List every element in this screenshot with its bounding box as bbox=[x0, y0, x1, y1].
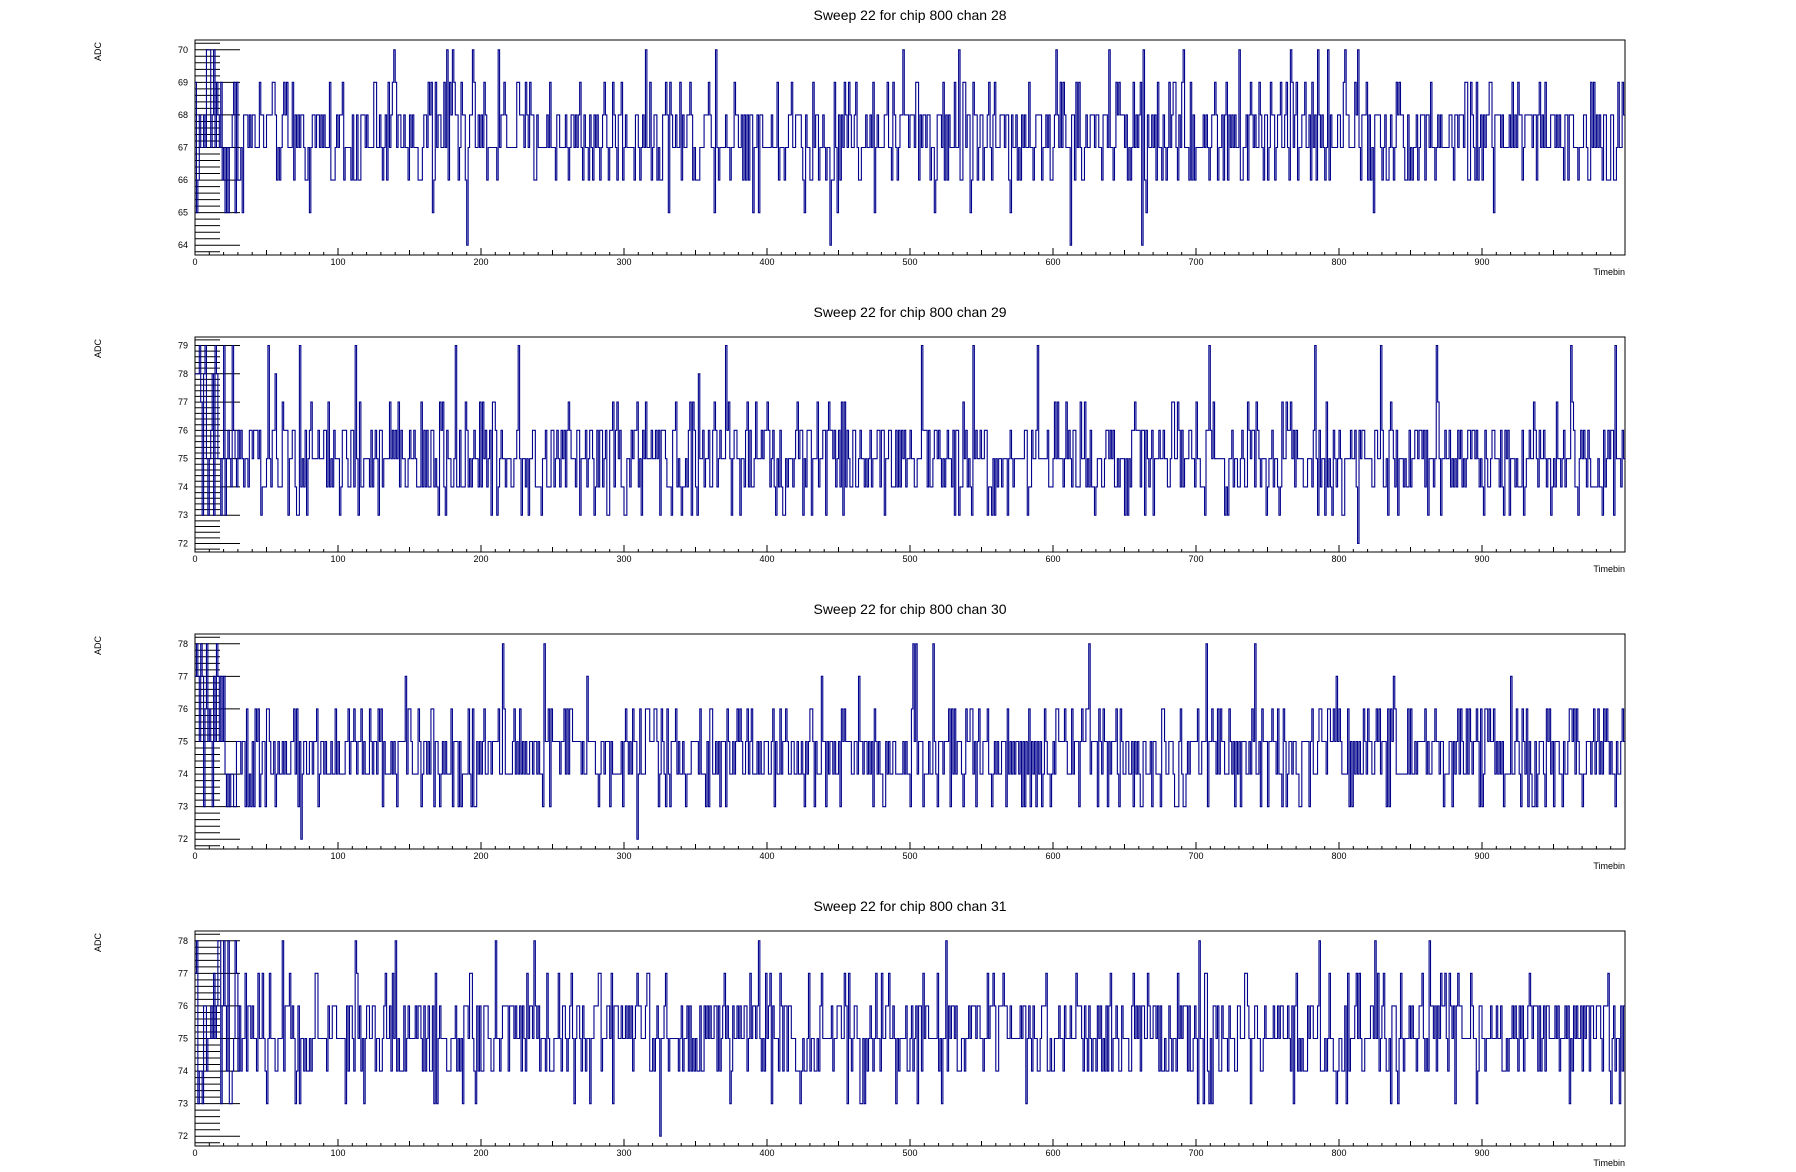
series-line bbox=[195, 344, 1625, 545]
y-axis-label: ADC bbox=[93, 933, 103, 953]
x-tick-label: 100 bbox=[330, 257, 345, 267]
x-tick-label: 500 bbox=[902, 851, 917, 861]
x-tick-label: 200 bbox=[473, 851, 488, 861]
x-tick-label: 700 bbox=[1188, 851, 1203, 861]
chart-panel-2: Sweep 22 for chip 800 chan 29 ADC Timebin 0… bbox=[93, 304, 1626, 574]
x-tick-label: 300 bbox=[616, 554, 631, 564]
x-tick-label: 500 bbox=[902, 257, 917, 267]
x-tick-label: 800 bbox=[1331, 554, 1346, 564]
x-tick-label: 0 bbox=[192, 554, 197, 564]
x-axis-label: Timebin bbox=[1593, 267, 1625, 277]
x-tick-label: 600 bbox=[1045, 1148, 1060, 1158]
x-axis-label: Timebin bbox=[1593, 1158, 1625, 1168]
x-tick-label: 100 bbox=[330, 1148, 345, 1158]
x-tick-label: 400 bbox=[759, 851, 774, 861]
x-tick-label: 800 bbox=[1331, 257, 1346, 267]
y-tick-label: 72 bbox=[178, 1131, 188, 1141]
y-tick-label: 70 bbox=[178, 45, 188, 55]
chart-title: Sweep 22 for chip 800 chan 28 bbox=[813, 7, 1006, 23]
x-tick-label: 300 bbox=[616, 1148, 631, 1158]
x-tick-label: 200 bbox=[473, 554, 488, 564]
x-tick-label: 600 bbox=[1045, 851, 1060, 861]
x-tick-label: 400 bbox=[759, 1148, 774, 1158]
y-tick-label: 73 bbox=[178, 802, 188, 812]
y-tick-label: 66 bbox=[178, 175, 188, 185]
y-tick-label: 77 bbox=[178, 671, 188, 681]
x-tick-label: 900 bbox=[1474, 1148, 1489, 1158]
x-tick-label: 0 bbox=[192, 257, 197, 267]
chart-panel-3: Sweep 22 for chip 800 chan 30 ADC Timebin 0… bbox=[93, 601, 1626, 871]
y-tick-label: 72 bbox=[178, 539, 188, 549]
chart-title: Sweep 22 for chip 800 chan 30 bbox=[813, 601, 1006, 617]
y-tick-label: 76 bbox=[178, 704, 188, 714]
x-tick-label: 900 bbox=[1474, 554, 1489, 564]
y-tick-label: 74 bbox=[178, 1066, 188, 1076]
y-axis-label: ADC bbox=[93, 42, 103, 62]
y-tick-label: 68 bbox=[178, 110, 188, 120]
x-axis-label: Timebin bbox=[1593, 861, 1625, 871]
x-tick-label: 900 bbox=[1474, 851, 1489, 861]
y-tick-label: 73 bbox=[178, 510, 188, 520]
y-tick-label: 65 bbox=[178, 208, 188, 218]
x-tick-label: 400 bbox=[759, 257, 774, 267]
y-tick-label: 73 bbox=[178, 1099, 188, 1109]
series-line bbox=[195, 940, 1625, 1137]
y-tick-label: 72 bbox=[178, 834, 188, 844]
x-tick-label: 100 bbox=[330, 851, 345, 861]
chart-panel-4: Sweep 22 for chip 800 chan 31 ADC Timebin 0… bbox=[93, 898, 1626, 1168]
x-tick-label: 600 bbox=[1045, 257, 1060, 267]
y-tick-label: 75 bbox=[178, 454, 188, 464]
x-tick-label: 800 bbox=[1331, 851, 1346, 861]
y-tick-label: 67 bbox=[178, 143, 188, 153]
series-line bbox=[195, 49, 1625, 246]
chart-panel-1: Sweep 22 for chip 800 chan 28 ADC Timebin 0… bbox=[93, 7, 1626, 277]
x-tick-label: 800 bbox=[1331, 1148, 1346, 1158]
y-tick-label: 78 bbox=[178, 936, 188, 946]
x-axis-label: Timebin bbox=[1593, 564, 1625, 574]
series-line bbox=[195, 643, 1625, 840]
x-tick-label: 100 bbox=[330, 554, 345, 564]
x-tick-label: 600 bbox=[1045, 554, 1060, 564]
y-tick-label: 64 bbox=[178, 240, 188, 250]
x-tick-label: 300 bbox=[616, 257, 631, 267]
y-tick-label: 79 bbox=[178, 340, 188, 350]
y-tick-label: 77 bbox=[178, 397, 188, 407]
y-tick-label: 75 bbox=[178, 1034, 188, 1044]
y-axis-label: ADC bbox=[93, 636, 103, 656]
y-tick-label: 78 bbox=[178, 369, 188, 379]
chart-title: Sweep 22 for chip 800 chan 31 bbox=[813, 898, 1006, 914]
x-tick-label: 300 bbox=[616, 851, 631, 861]
x-tick-label: 0 bbox=[192, 851, 197, 861]
x-tick-label: 400 bbox=[759, 554, 774, 564]
y-tick-label: 75 bbox=[178, 737, 188, 747]
chart-title: Sweep 22 for chip 800 chan 29 bbox=[813, 304, 1006, 320]
x-tick-label: 0 bbox=[192, 1148, 197, 1158]
y-tick-label: 78 bbox=[178, 639, 188, 649]
x-tick-label: 200 bbox=[473, 1148, 488, 1158]
y-tick-label: 74 bbox=[178, 482, 188, 492]
x-tick-label: 700 bbox=[1188, 257, 1203, 267]
y-tick-label: 77 bbox=[178, 968, 188, 978]
y-tick-label: 76 bbox=[178, 1001, 188, 1011]
x-tick-label: 900 bbox=[1474, 257, 1489, 267]
x-tick-label: 500 bbox=[902, 1148, 917, 1158]
y-tick-label: 76 bbox=[178, 425, 188, 435]
x-tick-label: 200 bbox=[473, 257, 488, 267]
y-tick-label: 69 bbox=[178, 77, 188, 87]
x-tick-label: 700 bbox=[1188, 1148, 1203, 1158]
x-tick-label: 500 bbox=[902, 554, 917, 564]
y-tick-label: 74 bbox=[178, 769, 188, 779]
x-tick-label: 700 bbox=[1188, 554, 1203, 564]
y-axis-label: ADC bbox=[93, 339, 103, 359]
